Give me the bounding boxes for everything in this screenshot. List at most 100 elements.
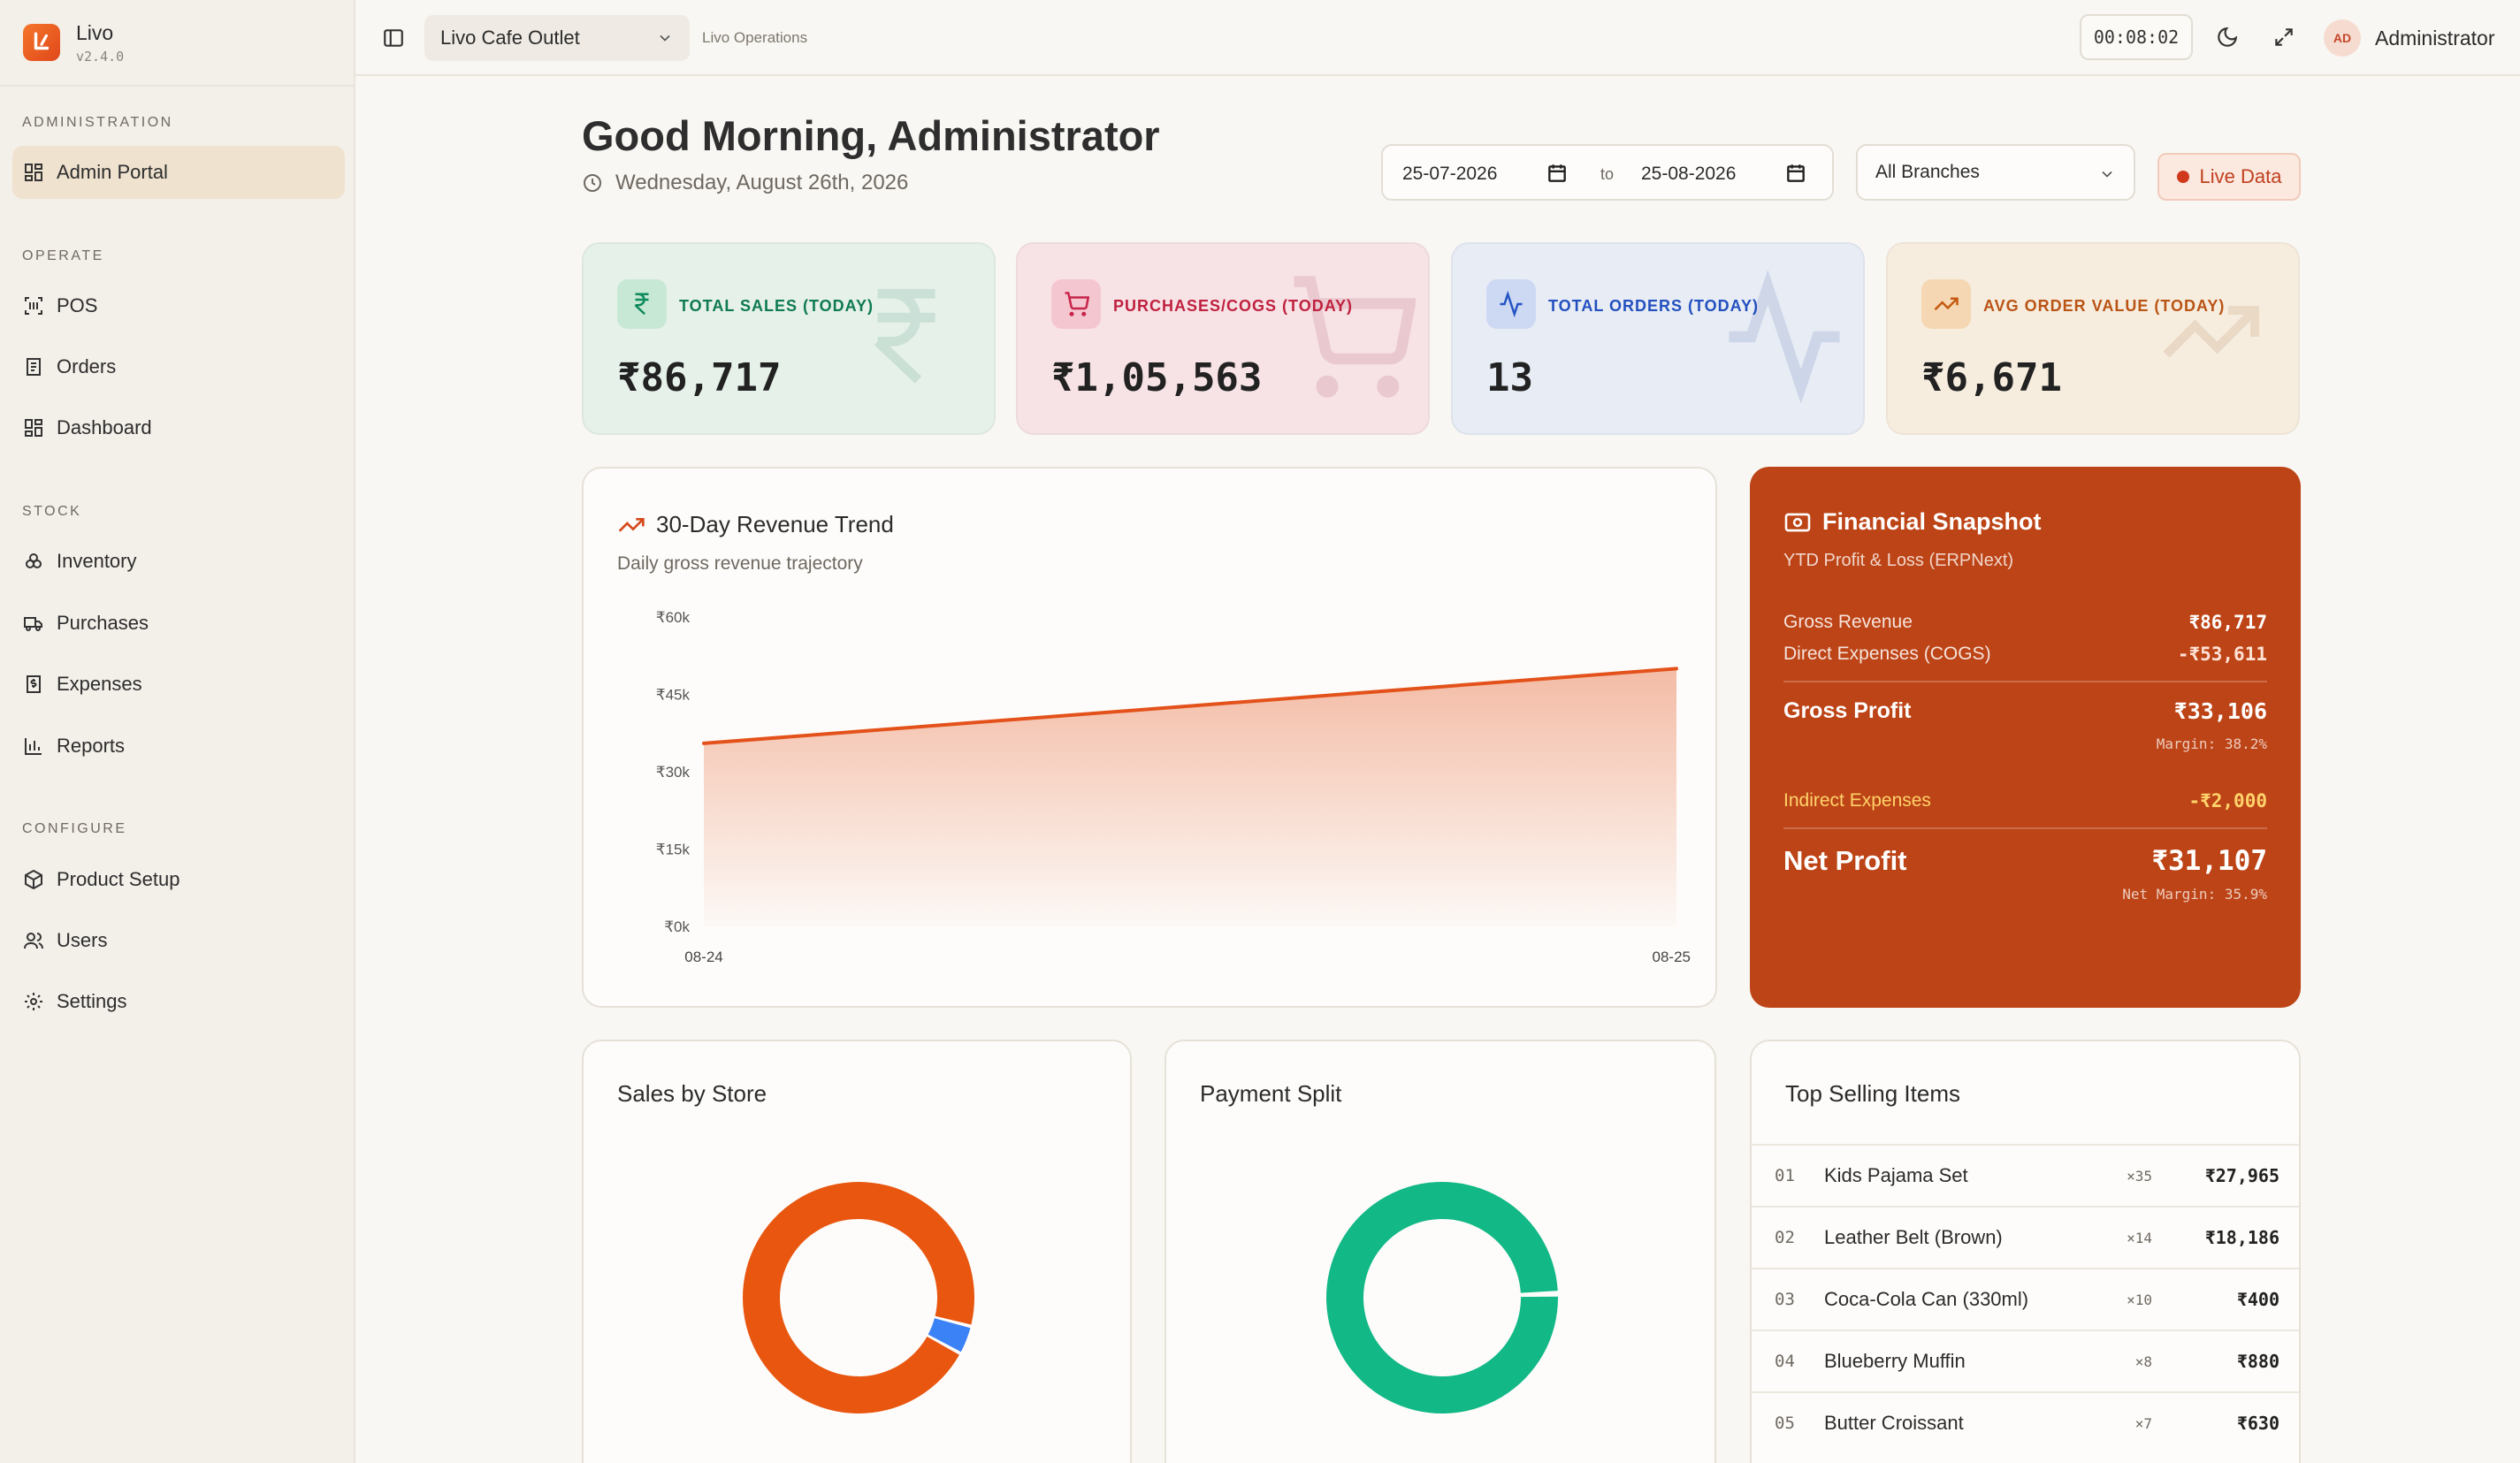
stat-card-total-sales[interactable]: TOTAL SALES (TODAY) ₹86,717	[582, 242, 996, 435]
outlet-select-value: Livo Cafe Outlet	[440, 27, 580, 49]
item-amount: ₹27,965	[2204, 1165, 2279, 1186]
sidebar-item-expenses[interactable]: Expenses	[12, 658, 345, 711]
gross-margin: Margin: 38.2%	[2156, 735, 2267, 752]
revenue-data-point[interactable]	[702, 741, 706, 745]
revenue-trend-subtitle: Daily gross revenue trajectory	[617, 553, 863, 574]
stat-value: ₹86,717	[617, 355, 782, 400]
current-date-text: Wednesday, August 26th, 2026	[615, 171, 909, 194]
revenue-area-fill	[704, 668, 1676, 926]
livo-logo-icon	[23, 24, 60, 61]
sidebar-item-inventory[interactable]: Inventory	[12, 535, 345, 588]
stat-label: TOTAL ORDERS (TODAY)	[1548, 297, 1760, 315]
list-item[interactable]: 04 Blueberry Muffin ×8 ₹880	[1752, 1330, 2299, 1391]
stat-card-avg-order-value[interactable]: AVG ORDER VALUE (TODAY) ₹6,671	[1886, 242, 2300, 435]
net-profit-label: Net Profit	[1783, 845, 1907, 876]
dashboard-icon	[25, 419, 42, 437]
net-profit-row: Net Profit ₹31,107	[1783, 845, 2267, 877]
top-header: Livo Cafe Outlet Livo Operations 00:08:0…	[355, 0, 2520, 76]
stat-value: 13	[1486, 355, 1533, 400]
boxes-icon	[26, 553, 42, 568]
item-amount: ₹880	[2236, 1351, 2279, 1372]
live-data-label: Live Data	[2199, 165, 2282, 187]
app-version: v2.4.0	[76, 48, 125, 65]
header-subtitle: Livo Operations	[702, 29, 808, 46]
sidebar-item-admin-portal[interactable]: Admin Portal	[12, 146, 345, 199]
revenue-data-point[interactable]	[1675, 667, 1678, 671]
direct-expenses-label: Direct Expenses (COGS)	[1783, 644, 1991, 664]
sidebar-item-settings[interactable]: Settings	[12, 975, 345, 1028]
list-item[interactable]: 01 Kids Pajama Set ×35 ₹27,965	[1752, 1144, 2299, 1206]
sidebar-item-label: Purchases	[57, 612, 149, 634]
date-from-input[interactable]: 25-07-2026	[1402, 164, 1498, 184]
gross-profit-row: Gross Profit ₹33,106	[1783, 698, 2267, 724]
stat-value: ₹6,671	[1921, 355, 2062, 400]
item-rank: 04	[1775, 1352, 1795, 1371]
moon-icon[interactable]	[2216, 26, 2239, 49]
payment-split-donut	[1326, 1181, 1558, 1413]
item-name: Blueberry Muffin	[1824, 1350, 1966, 1372]
list-item[interactable]: 03 Coca-Cola Can (330ml) ×10 ₹400	[1752, 1268, 2299, 1330]
sidebar-item-label: Admin Portal	[57, 161, 168, 183]
gross-profit-value: ₹33,106	[2173, 698, 2267, 724]
sidebar-item-label: Users	[57, 929, 108, 951]
divider	[1783, 681, 2267, 682]
avatar[interactable]: AD	[2324, 19, 2361, 57]
sidebar-item-label: POS	[57, 294, 98, 316]
live-data-button[interactable]: Live Data	[2157, 153, 2301, 201]
bar-chart-icon	[25, 738, 42, 755]
sidebar-item-label: Expenses	[57, 673, 142, 695]
app-name: Livo	[76, 20, 114, 44]
sales-by-store-donut	[743, 1182, 974, 1413]
sidebar-item-purchases[interactable]: Purchases	[12, 597, 345, 650]
donut-slice[interactable]	[928, 1318, 971, 1353]
divider	[1783, 827, 2267, 829]
gross-revenue-value: ₹86,717	[2188, 612, 2267, 633]
stat-value: ₹1,05,563	[1051, 355, 1263, 400]
item-amount: ₹630	[2236, 1413, 2279, 1434]
users-icon	[24, 933, 43, 949]
sales-by-store-card: Sales by Store	[582, 1040, 1132, 1463]
item-qty: ×35	[2127, 1167, 2152, 1185]
calendar-icon[interactable]	[1546, 162, 1569, 185]
truck-icon	[24, 617, 42, 631]
donut-slice[interactable]	[743, 1182, 974, 1413]
indirect-expenses-value: -₹2,000	[2188, 790, 2267, 812]
y-tick-label: ₹30k	[656, 764, 691, 781]
direct-expenses-value: -₹53,611	[2177, 644, 2267, 665]
sidebar-item-label: Orders	[57, 355, 117, 377]
item-name: Kids Pajama Set	[1824, 1164, 1968, 1186]
outlet-select[interactable]: Livo Cafe Outlet	[424, 15, 690, 61]
trending-up-icon	[618, 518, 645, 532]
donut-slice[interactable]	[1326, 1181, 1558, 1413]
scan-icon	[25, 297, 42, 315]
date-to-input[interactable]: 25-08-2026	[1641, 164, 1737, 184]
sidebar-toggle-icon[interactable]	[382, 27, 405, 50]
cart-watermark-icon	[1294, 276, 1416, 398]
payment-split-card: Payment Split	[1165, 1040, 1716, 1463]
sidebar-item-product-setup[interactable]: Product Setup	[12, 853, 345, 906]
nav-section-administration: ADMINISTRATION	[22, 115, 173, 130]
stat-card-purchases[interactable]: PURCHASES/COGS (TODAY) ₹1,05,563	[1016, 242, 1430, 435]
sidebar-item-pos[interactable]: POS	[12, 279, 345, 332]
current-date: Wednesday, August 26th, 2026	[582, 171, 908, 195]
stat-label: AVG ORDER VALUE (TODAY)	[1983, 297, 2226, 315]
calendar-icon[interactable]	[1784, 162, 1807, 185]
item-qty: ×14	[2127, 1229, 2152, 1246]
item-qty: ×10	[2127, 1291, 2152, 1308]
gross-revenue-row: Gross Revenue ₹86,717	[1783, 612, 2267, 633]
item-name: Leather Belt (Brown)	[1824, 1226, 2003, 1248]
sidebar-item-orders[interactable]: Orders	[12, 340, 345, 393]
branch-select[interactable]: All Branches	[1856, 144, 2135, 201]
sidebar-item-users[interactable]: Users	[12, 914, 345, 967]
item-name: Coca-Cola Can (330ml)	[1824, 1288, 2029, 1310]
user-name[interactable]: Administrator	[2375, 27, 2495, 50]
sidebar-item-dashboard[interactable]: Dashboard	[12, 401, 345, 454]
fullscreen-icon[interactable]	[2272, 26, 2295, 49]
list-item[interactable]: 05 Butter Croissant ×7 ₹630	[1752, 1391, 2299, 1453]
financial-snapshot-subtitle: YTD Profit & Loss (ERPNext)	[1783, 551, 2014, 570]
stat-card-total-orders[interactable]: TOTAL ORDERS (TODAY) 13	[1451, 242, 1865, 435]
list-item[interactable]: 02 Leather Belt (Brown) ×14 ₹18,186	[1752, 1206, 2299, 1268]
item-qty: ×7	[2134, 1414, 2152, 1432]
brand[interactable]: Livo v2.4.0	[0, 0, 354, 87]
sidebar-item-reports[interactable]: Reports	[12, 720, 345, 773]
